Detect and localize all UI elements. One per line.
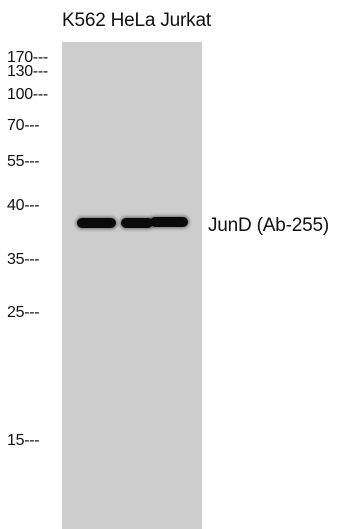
marker-70: 70--- xyxy=(7,117,40,134)
marker-170: 170--- xyxy=(7,49,48,66)
marker-40: 40--- xyxy=(7,197,40,214)
band-k562 xyxy=(77,218,116,228)
marker-100: 100--- xyxy=(7,86,48,103)
marker-130: 130--- xyxy=(7,63,48,80)
marker-55: 55--- xyxy=(7,153,40,170)
marker-15: 15--- xyxy=(7,432,40,449)
band-label: JunD (Ab-255) xyxy=(208,215,329,236)
marker-35: 35--- xyxy=(7,251,40,268)
blot-membrane xyxy=(62,42,202,529)
marker-25: 25--- xyxy=(7,304,40,321)
band-jurkat xyxy=(150,217,188,227)
band-hela xyxy=(121,218,153,228)
lane-labels: K562 HeLa Jurkat xyxy=(62,10,211,31)
